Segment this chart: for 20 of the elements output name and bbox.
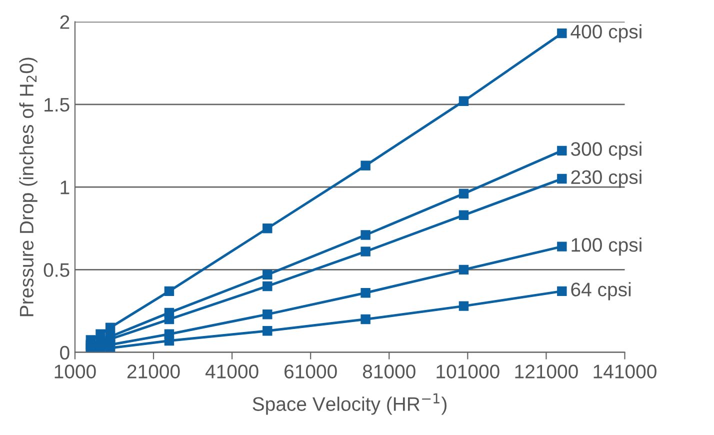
x-tick-label: 61000 [284, 364, 337, 378]
x-tick-label: 141000 [594, 364, 656, 378]
x-tick-label: 1000 [54, 364, 96, 378]
series-label: 64 cpsi [571, 282, 631, 300]
x-tick-label: 21000 [127, 364, 180, 378]
y-tick-label: 1 [60, 180, 70, 194]
series-label: 400 cpsi [570, 24, 642, 42]
x-axis-title: Space Velocity (HR$^{−1}$) [252, 393, 446, 415]
x-tick-label: 101000 [436, 364, 500, 378]
y-tick-label: 1.5 [44, 98, 70, 112]
series-label: 100 cpsi [572, 237, 642, 256]
y-tick-label: 2 [60, 15, 70, 29]
series-label: 230 cpsi [571, 170, 642, 188]
y-tick-label: 0 [60, 346, 70, 360]
y-tick-label: 0.5 [44, 263, 70, 277]
x-tick-label: 41000 [205, 364, 258, 378]
x-tick-label: 81000 [362, 364, 416, 378]
series-label: 300 cpsi [570, 142, 642, 160]
x-tick-label: 121000 [515, 364, 578, 378]
y-axis-title: Pressure Drop (inches of H$_{2}$0) [19, 58, 38, 316]
